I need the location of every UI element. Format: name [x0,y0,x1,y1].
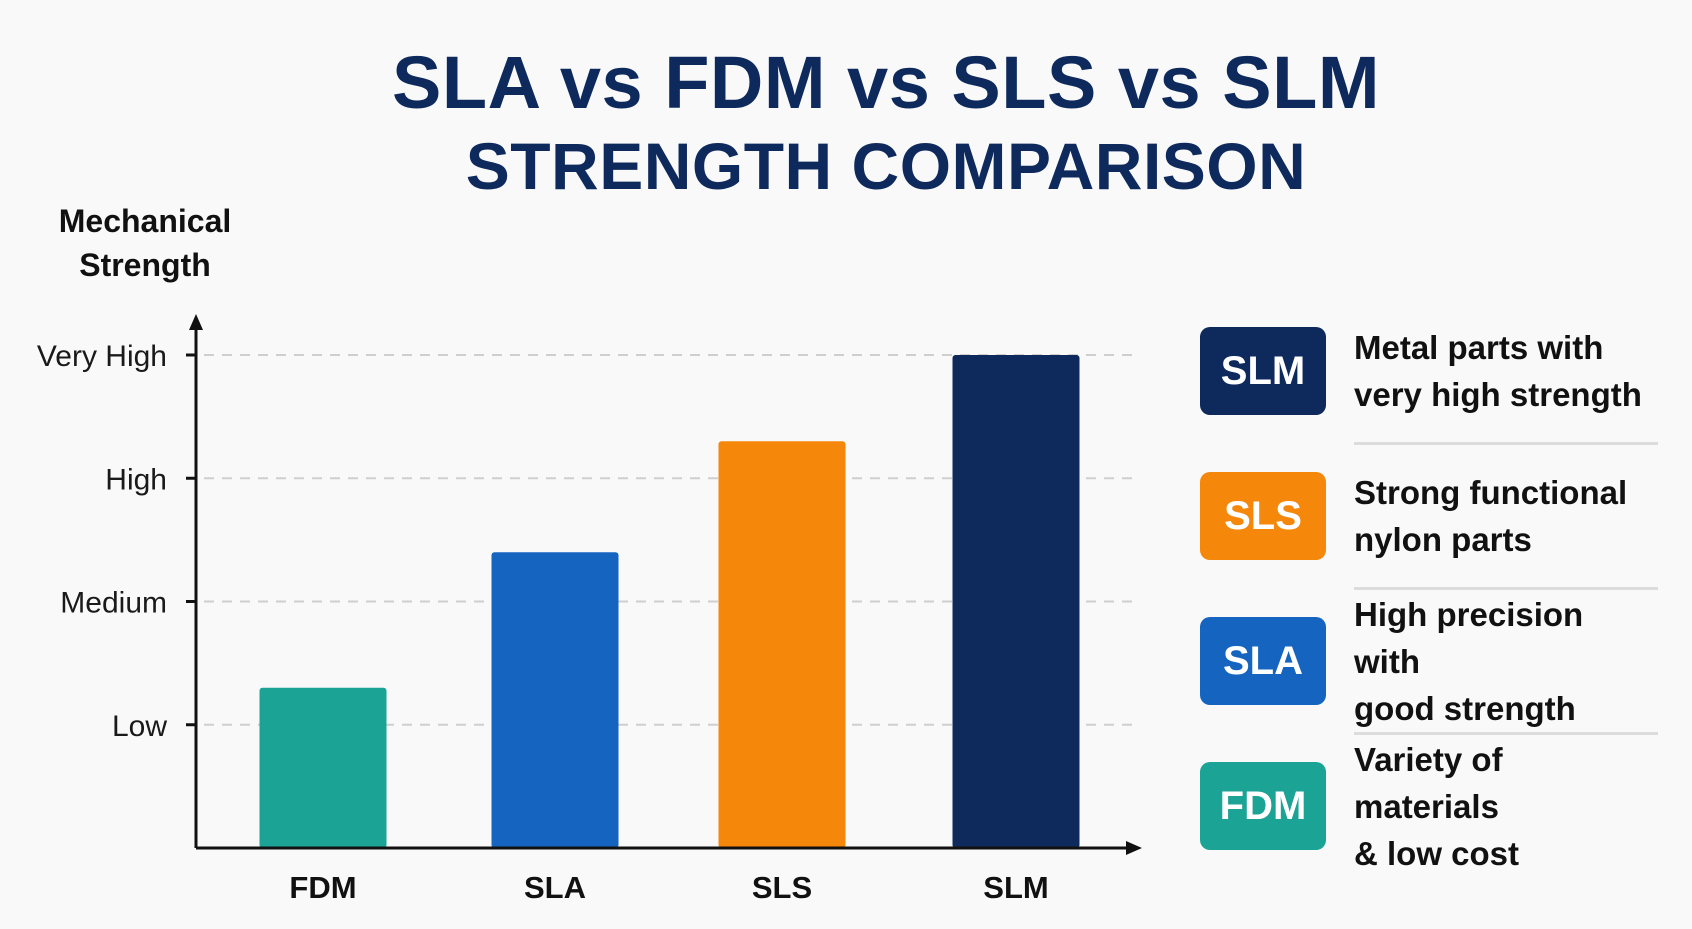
y-axis-label-line1: Mechanical [59,203,232,239]
legend: SLM Metal parts with very high strength SLS… [1200,300,1660,877]
legend-item-slm: SLM Metal parts with very high strength [1200,300,1660,442]
legend-description-line: good strength [1354,689,1576,727]
legend-badge: SLS [1200,472,1326,560]
legend-item-fdm: FDM Variety of materials & low cost [1200,735,1660,877]
bar-slm [952,355,1080,848]
legend-description-line: & low cost [1354,834,1520,872]
x-tick-label-slm: SLM [983,870,1048,905]
legend-badge: SLA [1200,617,1326,705]
legend-item-sla: SLA High precision with good strength [1200,590,1660,732]
legend-description: Metal parts with very high strength [1354,324,1654,418]
bar-sls [718,441,846,848]
legend-description: High precision with good strength [1354,591,1654,732]
legend-description-line: very high strength [1354,376,1642,413]
legend-badge: SLM [1200,327,1326,415]
legend-divider [1354,442,1658,445]
x-tick-label-sla: SLA [524,870,586,905]
legend-badge: FDM [1200,762,1326,850]
y-axis-label-line2: Strength [79,247,211,283]
y-tick-label: High [105,463,167,496]
axes [189,314,1142,855]
y-ticks: Low Medium High Very High [37,340,196,743]
legend-description-line: nylon parts [1354,521,1532,558]
y-tick-label: Low [112,710,167,743]
chart-title: SLA vs FDM vs SLS vs SLM [392,41,1380,124]
chart-subtitle: STRENGTH COMPARISON [465,129,1307,203]
bar-fdm [259,687,387,848]
x-tick-label-fdm: FDM [289,870,356,905]
bar-sla [491,552,619,848]
x-tick-label-sls: SLS [752,870,812,905]
y-tick-label: Very High [37,340,167,373]
legend-description: Strong functional nylon parts [1354,469,1654,563]
legend-item-sls: SLS Strong functional nylon parts [1200,445,1660,587]
x-ticks: FDM SLA SLS SLM [289,870,1048,905]
legend-divider [1354,587,1658,590]
legend-description-line: High precision with [1354,595,1584,680]
legend-description-line: Metal parts with [1354,329,1604,366]
legend-description-line: Variety of materials [1354,740,1503,825]
bars [259,355,1080,848]
y-tick-label: Medium [60,587,167,620]
legend-divider [1354,732,1658,735]
legend-description-line: Strong functional [1354,474,1628,511]
x-axis-arrow [1126,841,1142,855]
y-axis-arrow [189,314,203,330]
legend-description: Variety of materials & low cost [1354,736,1654,877]
